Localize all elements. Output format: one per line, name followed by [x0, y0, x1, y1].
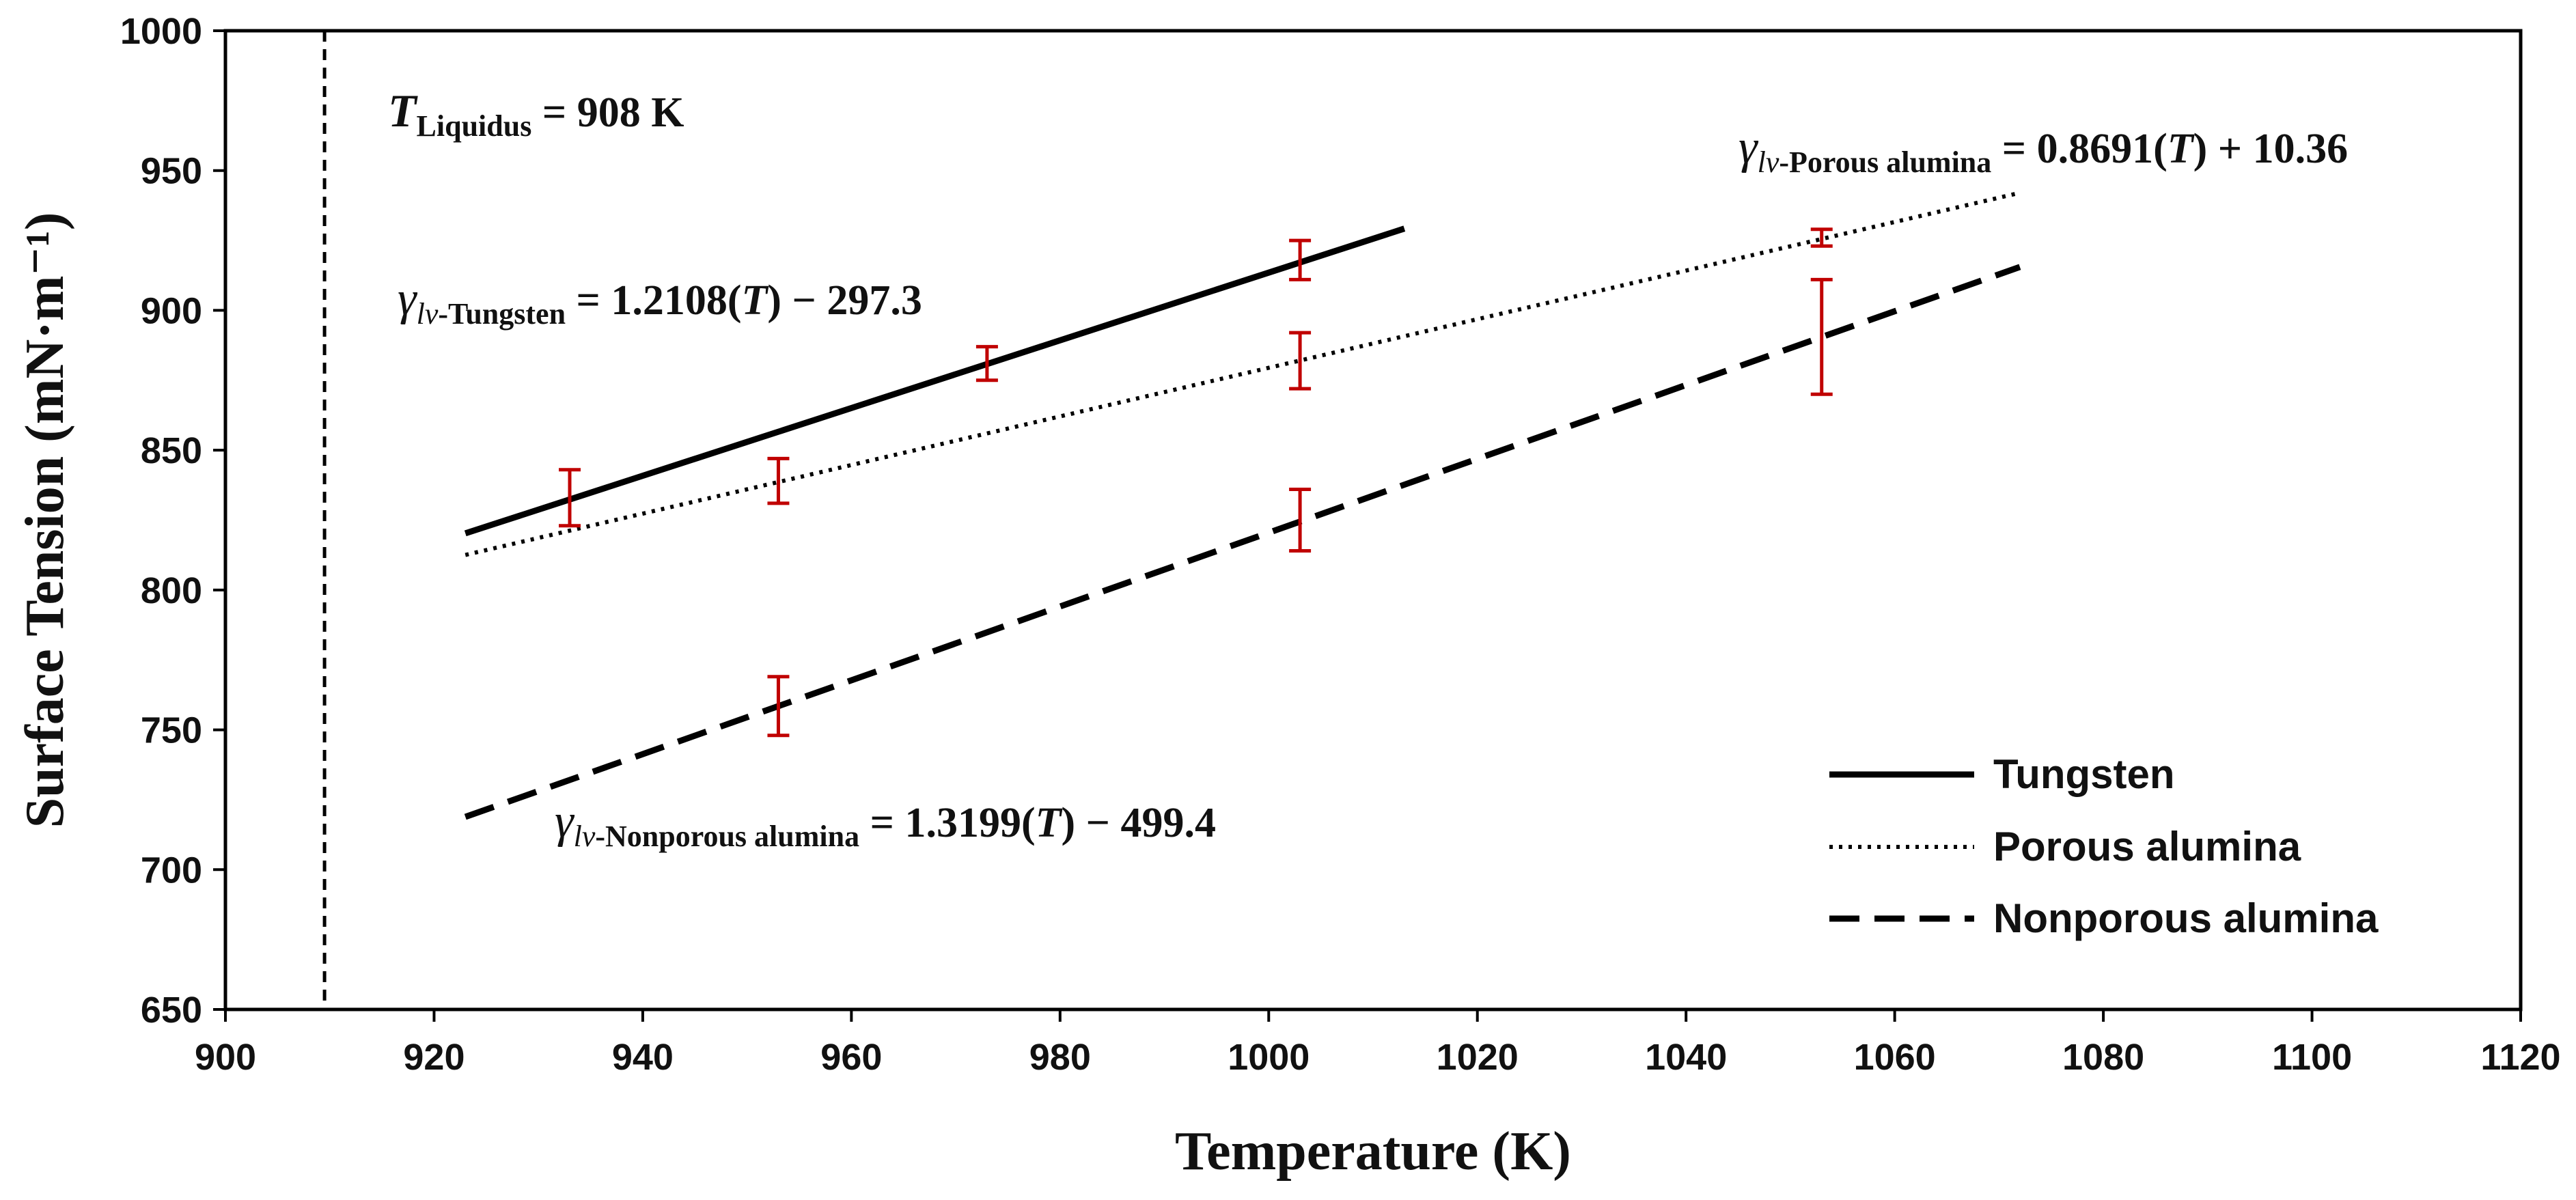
error-bar — [767, 456, 790, 505]
x-tick-label: 980 — [1029, 1037, 1091, 1078]
x-tick-label: 900 — [195, 1037, 256, 1078]
x-tick-label: 1060 — [1854, 1037, 1936, 1078]
error-bar — [1289, 238, 1312, 281]
equation-labels: γlv-Tungsten = 1.2108(T) − 297.3 γlv-Poro… — [398, 121, 2348, 853]
y-tick-label: 750 — [141, 710, 202, 751]
fit-line-porous-alumina — [465, 191, 2021, 557]
x-tick-label: 1080 — [2062, 1037, 2144, 1078]
legend: Tungsten Porous alumina Nonporous alumina — [1829, 751, 2379, 941]
y-axis-title: Surface Tension (mN·m⁻¹) — [15, 212, 75, 828]
x-axis-title: Temperature (K) — [1175, 1121, 1571, 1182]
x-tick-label: 960 — [820, 1037, 882, 1078]
x-tick-label: 940 — [612, 1037, 674, 1078]
x-tick-label: 1020 — [1437, 1037, 1519, 1078]
equation-nonporous-alumina: γlv-Nonporous alumina = 1.3199(T) − 499.… — [555, 795, 1216, 853]
y-tick-label: 650 — [141, 990, 202, 1031]
y-tick-label: 800 — [141, 570, 202, 611]
plot-frame — [223, 29, 2523, 1011]
error-bar — [1810, 227, 1833, 248]
x-tick-label: 920 — [403, 1037, 465, 1078]
error-bars — [559, 227, 1833, 738]
x-tick-label: 1120 — [2480, 1037, 2560, 1078]
fit-line-tungsten — [464, 225, 1406, 537]
error-bar — [559, 468, 581, 528]
legend-label: Tungsten — [1993, 751, 2175, 797]
liquidus-line-group: TLiquidus = 908 K — [322, 31, 684, 1009]
y-tick-label: 700 — [141, 850, 202, 891]
x-tick-label: 1100 — [2272, 1037, 2352, 1078]
x-tick-label: 1040 — [1645, 1037, 1727, 1078]
equation-porous-alumina: γlv-Porous alumina = 0.8691(T) + 10.36 — [1739, 121, 2348, 179]
y-tick-label: 850 — [141, 430, 202, 471]
error-bar — [975, 345, 998, 382]
y-tick-label: 900 — [141, 290, 202, 331]
error-bar — [1289, 331, 1312, 391]
error-bar — [767, 675, 790, 738]
legend-label: Porous alumina — [1993, 824, 2301, 869]
liquidus-label: TLiquidus = 908 K — [388, 85, 684, 143]
fit-line-nonporous-alumina — [464, 264, 2021, 820]
fit-lines — [464, 191, 2021, 820]
equation-tungsten: γlv-Tungsten = 1.2108(T) − 297.3 — [398, 273, 922, 331]
error-bar — [1810, 277, 1833, 396]
error-bar — [1289, 487, 1312, 553]
y-tick-label: 1000 — [120, 11, 202, 52]
legend-label: Nonporous alumina — [1993, 895, 2379, 941]
y-tick-label: 950 — [141, 151, 202, 192]
axes: 900 920 940 960 980 1000 1020 1040 1060 1080 1100 1… — [120, 11, 2561, 1078]
x-tick-label: 1000 — [1228, 1037, 1310, 1078]
